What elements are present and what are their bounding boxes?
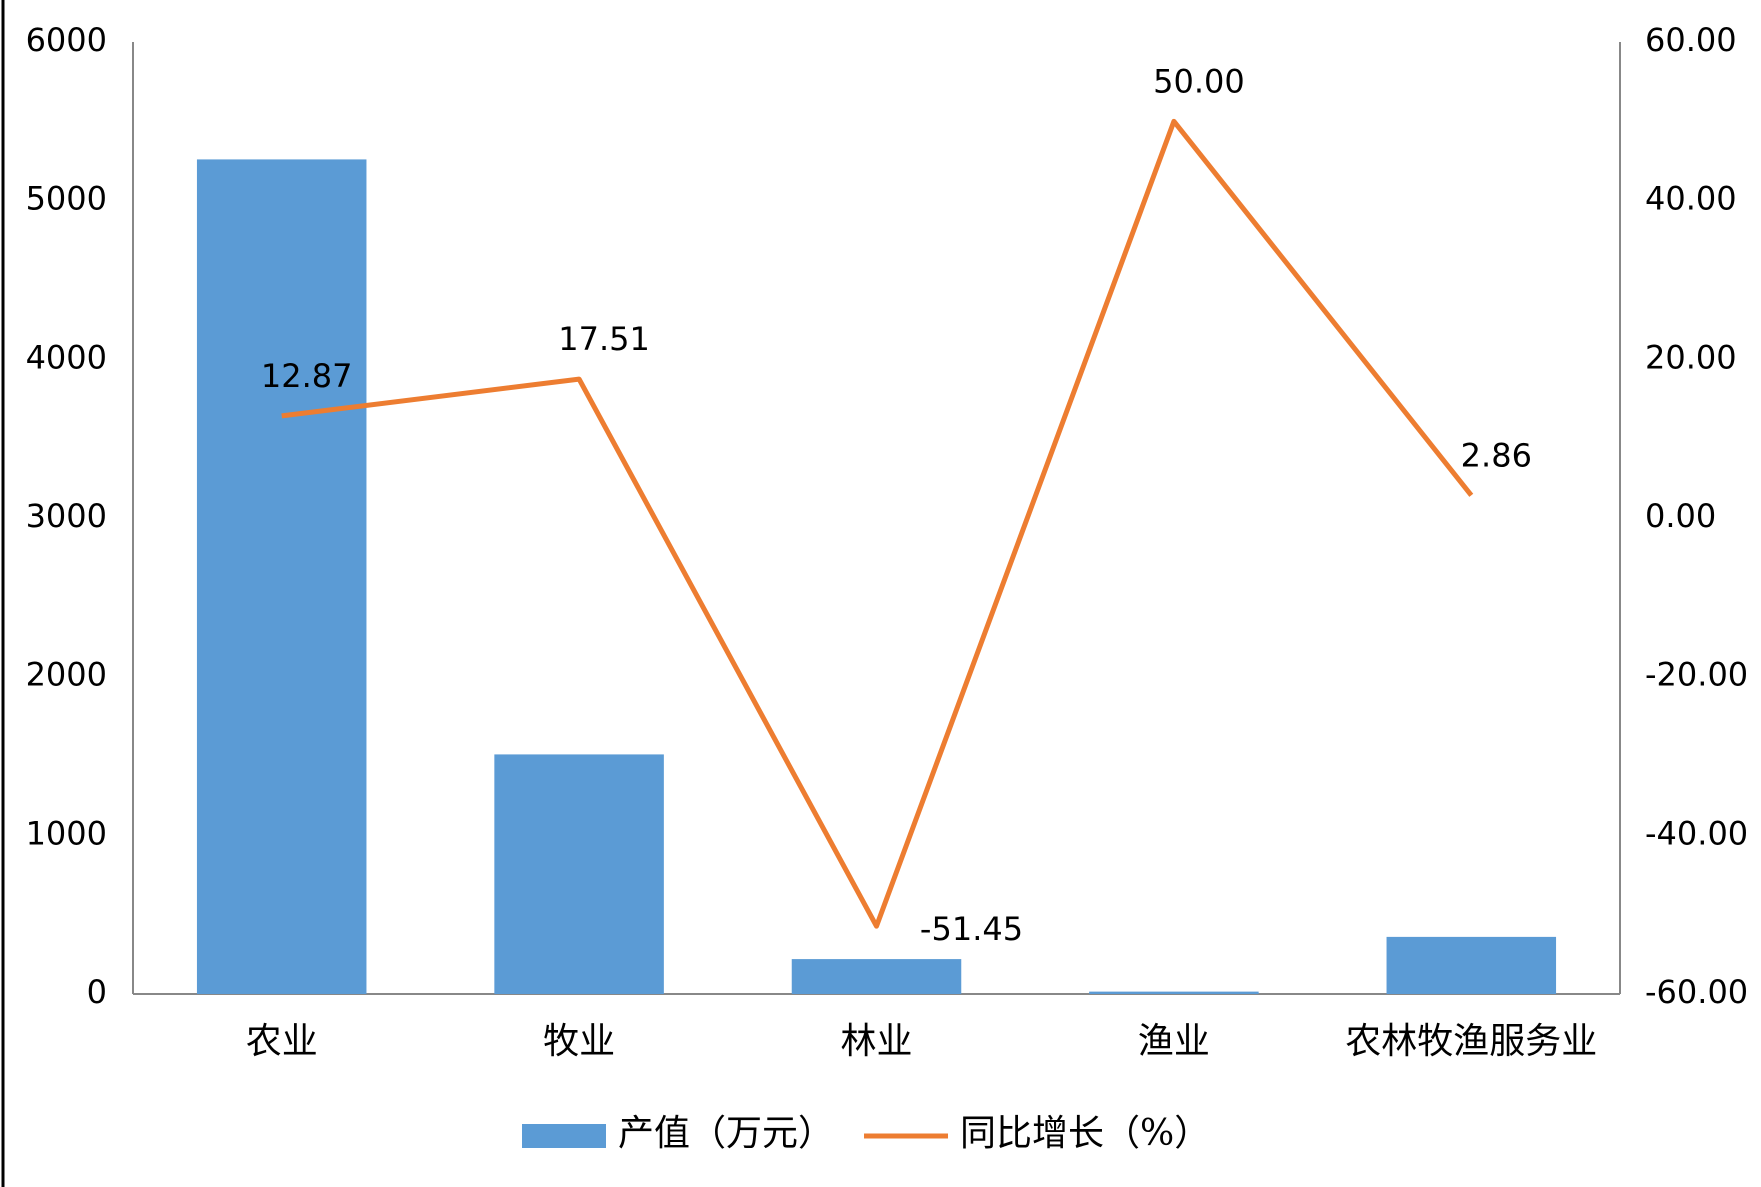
y2-tick-label: 60.00: [1645, 21, 1737, 59]
y2-tick-label: 40.00: [1645, 180, 1737, 218]
y-tick-label: 4000: [26, 338, 107, 376]
legend-label: 产值（万元）: [618, 1113, 834, 1154]
data-label: 17.51: [558, 320, 650, 358]
line: [281, 118, 1474, 929]
x-tick-label: 农林牧渔服务业: [1345, 1021, 1597, 1062]
bar: [1386, 936, 1557, 994]
y-tick-label: 5000: [26, 180, 107, 218]
x-tick-label: 农业: [246, 1021, 318, 1062]
x-tick-label: 渔业: [1138, 1021, 1210, 1062]
data-label: -51.45: [920, 910, 1023, 948]
bar: [1089, 991, 1259, 994]
bar: [494, 754, 664, 994]
legend-label: 同比增长（%）: [960, 1113, 1210, 1154]
y-tick-label: 2000: [26, 656, 107, 694]
y-tick-label: 1000: [26, 814, 107, 852]
y-tick-label: 3000: [26, 497, 107, 535]
y2-tick-label: 0.00: [1645, 497, 1716, 535]
bar: [791, 959, 962, 994]
bar: [196, 159, 367, 994]
y2-tick-label: 20.00: [1645, 338, 1737, 376]
data-label: 50.00: [1153, 62, 1245, 100]
y-tick-label: 6000: [26, 21, 107, 59]
y2-tick-label: -40.00: [1645, 814, 1748, 852]
y-tick-label: 0: [87, 973, 107, 1011]
data-label: 2.86: [1461, 436, 1532, 474]
data-label: 12.87: [261, 357, 353, 395]
x-tick-label: 牧业: [543, 1021, 615, 1062]
x-tick-label: 林业: [840, 1021, 912, 1062]
y2-tick-label: -20.00: [1645, 656, 1748, 694]
legend-swatch: [522, 1124, 606, 1148]
y2-tick-label: -60.00: [1645, 973, 1748, 1011]
